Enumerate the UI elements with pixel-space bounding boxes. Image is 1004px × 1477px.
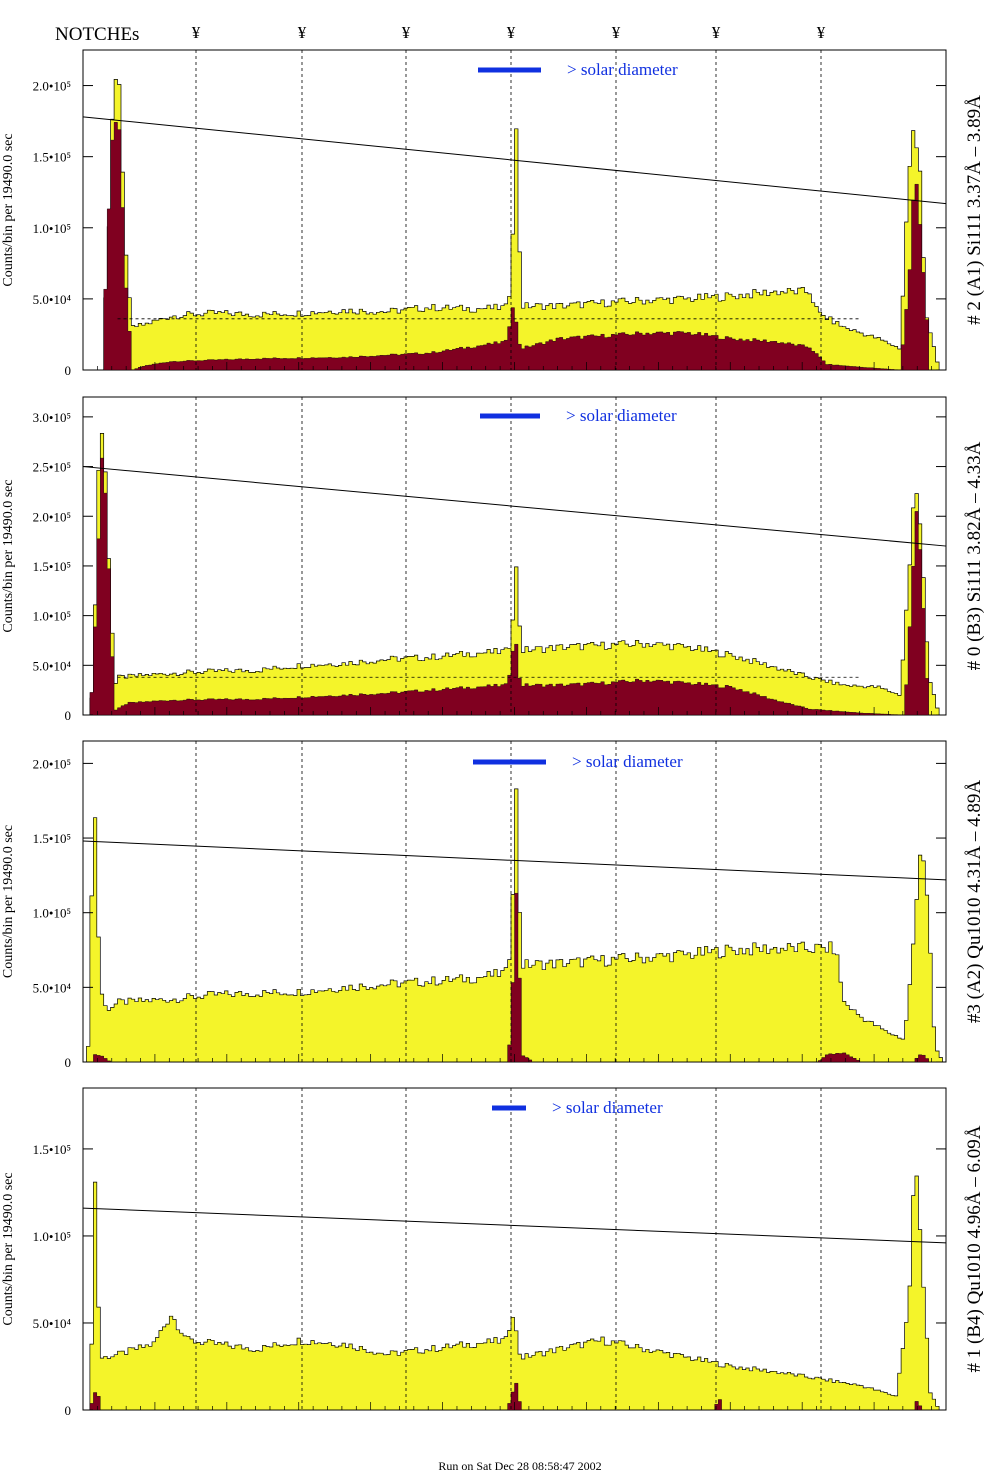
- maroon-histogram: [83, 122, 946, 371]
- y-axis-label: Counts/bin per 19490.0 sec: [1, 479, 16, 632]
- y-tick-label: 1.0•10⁵: [33, 1229, 71, 1244]
- yellow-histogram: [83, 433, 946, 716]
- trend-line: [82, 1207, 947, 1244]
- y-tick-label: 5.0•10⁴: [33, 292, 72, 307]
- maroon-histogram: [83, 1383, 946, 1411]
- panel-2: 0 5.0•10⁴ 1.0•10⁵ 1.5•10⁵ 2.0•10⁵ 2.5•10⁵ 3.0•…: [1, 396, 985, 723]
- legend-label: > solar diameter: [566, 406, 677, 425]
- y-tick-label: 2.5•10⁵: [33, 460, 71, 475]
- notch-symbol-7: ¥: [817, 23, 826, 42]
- y-tick-label: 0: [65, 708, 72, 723]
- notch-symbol-2: ¥: [298, 23, 307, 42]
- y-tick-label: 1.5•10⁵: [33, 559, 71, 574]
- y-tick-label: 1.0•10⁵: [33, 221, 71, 236]
- panel-1: 0 5.0•10⁴ 1.0•10⁵ 1.5•10⁵ 2.0•10⁵ Counts/bin …: [1, 49, 985, 378]
- notch-symbol-6: ¥: [712, 23, 721, 42]
- panel-3: 0 5.0•10⁴ 1.0•10⁵ 1.5•10⁵ 2.0•10⁵ Counts/bin …: [1, 740, 985, 1070]
- y-axis-label: Counts/bin per 19490.0 sec: [1, 133, 16, 286]
- y-tick-label: 1.5•10⁵: [33, 831, 71, 846]
- legend-label: > solar diameter: [572, 752, 683, 771]
- yellow-histogram: [83, 1175, 946, 1411]
- y-tick-label: 0: [65, 1403, 72, 1418]
- legend-label: > solar diameter: [567, 60, 678, 79]
- y-tick-label: 1.0•10⁵: [33, 906, 71, 921]
- trend-line: [82, 116, 947, 205]
- panel-4: 0 5.0•10⁴ 1.0•10⁵ 1.5•10⁵ Counts/bin per 194…: [1, 1087, 985, 1418]
- run-timestamp: Run on Sat Dec 28 08:58:47 2002: [438, 1459, 601, 1473]
- detector-label: #3 (A2) Qu1010 4.31Å – 4.89Å: [964, 780, 985, 1024]
- detector-label: # 0 (B3) Si111 3.82Å – 4.33Å: [964, 441, 985, 670]
- notch-symbol-5: ¥: [612, 23, 621, 42]
- notch-symbol-4: ¥: [507, 23, 516, 42]
- y-tick-label: 1.5•10⁵: [33, 1142, 71, 1157]
- y-tick-label: 0: [65, 363, 72, 378]
- maroon-histogram: [83, 457, 946, 716]
- notches-label: NOTCHEs: [55, 24, 139, 45]
- y-tick-label: 2.0•10⁵: [33, 756, 71, 771]
- notch-symbol-1: ¥: [192, 23, 201, 42]
- y-tick-label: 0: [65, 1055, 72, 1070]
- notch-symbols: ¥ ¥ ¥ ¥ ¥ ¥ ¥: [192, 23, 826, 42]
- maroon-histogram: [83, 893, 946, 1063]
- y-tick-label: 1.0•10⁵: [33, 609, 71, 624]
- y-axis-label: Counts/bin per 19490.0 sec: [1, 825, 16, 978]
- detector-label: # 2 (A1) Si111 3.37Å – 3.89Å: [964, 95, 985, 325]
- legend-label: > solar diameter: [552, 1098, 663, 1117]
- trend-line: [82, 840, 947, 881]
- notch-symbol-3: ¥: [402, 23, 411, 42]
- y-axis-label: Counts/bin per 19490.0 sec: [1, 1172, 16, 1325]
- trend-line: [82, 466, 947, 547]
- y-tick-label: 2.0•10⁵: [33, 79, 71, 94]
- detector-label: # 1 (B4) Qu1010 4.96Å – 6.09Å: [964, 1125, 985, 1372]
- y-tick-label: 1.5•10⁵: [33, 150, 71, 165]
- y-tick-label: 5.0•10⁴: [33, 658, 72, 673]
- y-tick-label: 3.0•10⁵: [33, 410, 71, 425]
- y-tick-label: 5.0•10⁴: [33, 1316, 72, 1331]
- y-tick-label: 5.0•10⁴: [33, 980, 72, 995]
- panels: 0 5.0•10⁴ 1.0•10⁵ 1.5•10⁵ 2.0•10⁵ Counts/bin …: [1, 49, 985, 1418]
- yellow-histogram: [83, 79, 946, 371]
- y-tick-label: 2.0•10⁵: [33, 509, 71, 524]
